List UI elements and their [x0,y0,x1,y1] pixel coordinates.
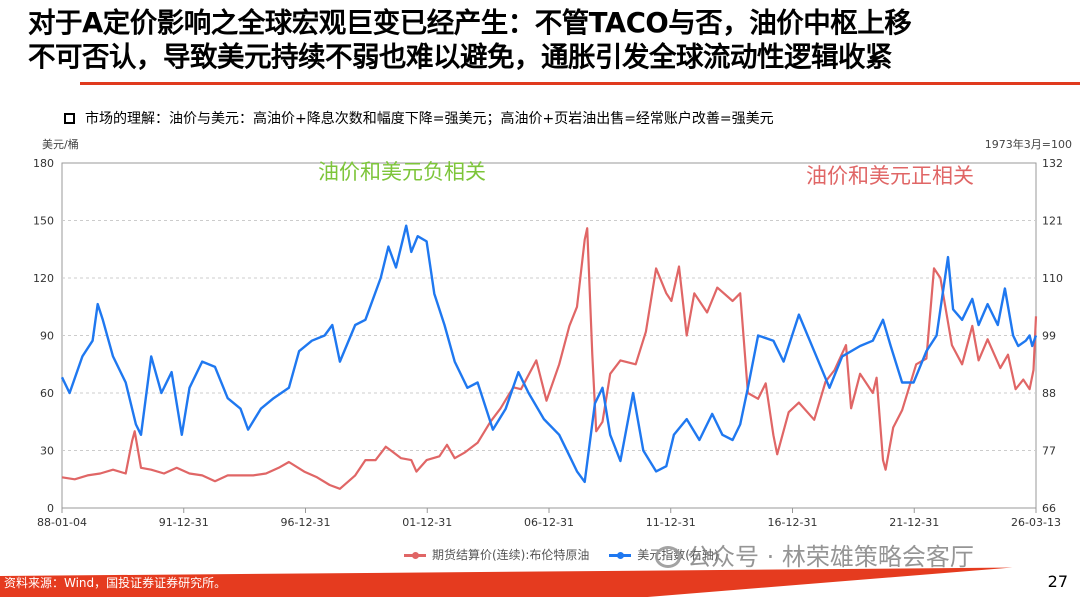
left-tick-label: 150 [33,215,54,228]
x-tick-label: 88-01-04 [37,516,87,529]
x-tick-label: 06-12-31 [524,516,574,529]
legend-swatch-usd [609,552,632,559]
right-tick-label: 66 [1042,502,1056,515]
x-tick-label: 96-12-31 [281,516,331,529]
annotation-negative-correlation: 油价和美元负相关 [318,160,486,184]
series-line-oil [61,227,1038,490]
x-tick-label: 01-12-31 [402,516,452,529]
right-tick-label: 110 [1042,272,1063,285]
title-underline [80,82,1080,85]
watermark: 公众号 · 林荣雄策略会客厅 [655,537,974,572]
right-axis-unit: 1973年3月=100 [984,138,1072,151]
left-tick-label: 0 [47,502,54,515]
page-number: 27 [1047,572,1068,591]
x-tick-label: 11-12-31 [646,516,696,529]
title-line-2: 不可否认，导致美元持续不弱也难以避免，通胀引发全球流动性逻辑收紧 [28,41,893,73]
left-tick-label: 30 [40,445,54,458]
right-tick-label: 99 [1042,330,1056,343]
slide-title: 对于A定价影响之全球宏观巨变已经产生：不管TACO与否，油价中枢上移 不可否认，… [28,6,1078,74]
subtitle-text: 市场的理解：油价与美元：高油价+降息次数和幅度下降=强美元；高油价+页岩油出售=… [85,111,774,127]
x-tick-label: 26-03-13 [1011,516,1061,529]
subtitle: 市场的理解：油价与美元：高油价+降息次数和幅度下降=强美元；高油价+页岩油出售=… [64,108,774,128]
title-line-1: 对于A定价影响之全球宏观巨变已经产生：不管TACO与否，油价中枢上移 [28,7,912,39]
source-note: 资料来源：Wind，国投证券证券研究所。 [4,576,227,590]
left-tick-label: 90 [40,330,54,343]
left-tick-label: 120 [33,272,54,285]
legend-swatch-oil [404,552,426,559]
watermark-text: 公众号 · 林荣雄策略会客厅 [687,543,974,571]
x-tick-label: 16-12-31 [768,516,818,529]
legend-label-oil: 期货结算价(连续):布伦特原油 [432,548,590,562]
left-axis-unit: 美元/桶 [42,138,79,151]
series-line-usd [60,224,1038,484]
right-tick-label: 132 [1042,157,1063,170]
square-bullet-icon [64,113,75,124]
x-tick-label: 91-12-31 [159,516,209,529]
left-tick-label: 180 [33,157,54,170]
x-tick-label: 21-12-31 [889,516,939,529]
right-tick-label: 88 [1042,387,1056,400]
legend-item-oil: 期货结算价(连续):布伦特原油 [404,546,589,563]
oil-usd-line-chart: 0 30 60 90 120 150 180 66 77 88 99 110 121 132 88-01-0… [33,157,1063,529]
right-tick-label: 77 [1042,445,1056,458]
right-tick-label: 121 [1042,215,1063,228]
left-tick-label: 60 [40,387,54,400]
wechat-icon [655,546,681,568]
annotation-positive-correlation: 油价和美元正相关 [806,164,974,188]
